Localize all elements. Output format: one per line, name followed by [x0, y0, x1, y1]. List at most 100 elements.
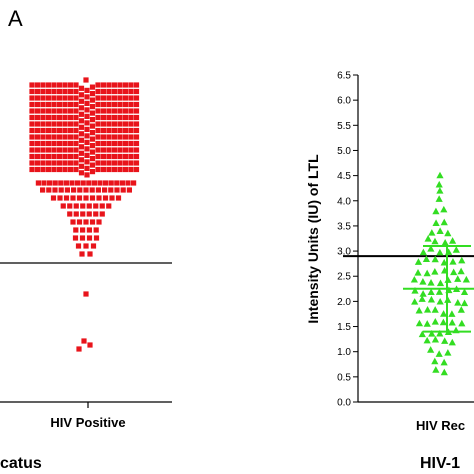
data-point [95, 127, 101, 134]
data-point [125, 180, 131, 186]
data-point [100, 140, 107, 147]
data-point [73, 166, 79, 173]
right-error-bar [403, 245, 474, 333]
data-point [40, 166, 46, 173]
data-point [78, 92, 85, 98]
data-point [117, 166, 123, 173]
data-point [34, 160, 41, 166]
data-point [89, 91, 96, 97]
data-point [67, 153, 74, 160]
data-point [73, 82, 79, 88]
data-point [444, 349, 452, 356]
data-point [69, 180, 75, 186]
data-point [122, 121, 129, 127]
data-point [95, 153, 101, 160]
data-point [62, 166, 68, 173]
data-point [58, 180, 64, 186]
data-point [414, 268, 422, 276]
data-point [67, 114, 74, 121]
data-point [100, 147, 107, 153]
data-point [89, 97, 96, 103]
data-point [95, 187, 101, 193]
data-point [62, 160, 68, 166]
data-point [432, 219, 440, 227]
data-point [76, 195, 83, 201]
data-point [122, 88, 129, 95]
data-point [111, 140, 118, 147]
data-point [106, 134, 112, 140]
footer-left-fragment: catus [0, 455, 42, 472]
data-point [102, 187, 108, 193]
data-point [34, 140, 41, 147]
data-point [89, 156, 96, 162]
data-point [435, 288, 444, 295]
data-point [122, 160, 129, 166]
footer-right-fragment: HIV-1 [420, 455, 460, 472]
data-point [106, 153, 112, 160]
data-point [67, 211, 73, 217]
data-point [89, 136, 96, 142]
data-point [431, 335, 440, 343]
data-point [117, 160, 123, 166]
data-point [431, 255, 439, 263]
data-point [117, 101, 123, 108]
data-point [423, 269, 431, 277]
data-point [96, 195, 102, 201]
data-point [78, 118, 85, 124]
left-category-label: HIV Positive [50, 415, 125, 430]
data-point [106, 121, 112, 127]
data-point [75, 243, 82, 249]
data-point [97, 180, 103, 186]
data-point [40, 82, 46, 88]
data-point [79, 251, 85, 257]
data-point [120, 187, 126, 193]
data-point [62, 140, 68, 147]
data-point [106, 95, 112, 101]
data-point [45, 101, 52, 108]
data-point [411, 287, 419, 294]
data-point [95, 166, 101, 173]
data-point [460, 299, 469, 307]
right-scatter-panel: 0.0 0.5 1.0 1.5 2.0 2.5 3.0 3.5 4.0 4.5 5.0 5.5 6.0 6… [305, 71, 474, 433]
data-point [45, 95, 52, 101]
data-point [431, 237, 439, 245]
data-point [106, 147, 112, 153]
data-point [83, 187, 89, 193]
data-point [41, 180, 47, 186]
data-point [411, 298, 419, 305]
data-point [84, 107, 90, 113]
data-point [440, 368, 448, 376]
data-point [117, 82, 123, 88]
data-point [83, 291, 89, 297]
data-point [84, 100, 90, 106]
data-point [78, 170, 85, 176]
y-tick-label: 5.5 [337, 121, 351, 132]
data-point [75, 180, 81, 186]
data-point [45, 121, 52, 127]
data-point [51, 108, 57, 114]
data-point [106, 101, 112, 108]
data-point [76, 346, 82, 352]
data-point [62, 121, 68, 127]
data-point [133, 147, 140, 153]
data-point [440, 358, 448, 366]
data-point [122, 101, 129, 108]
data-point [86, 180, 92, 186]
data-point [45, 127, 52, 134]
data-point [29, 147, 35, 153]
data-point [423, 305, 432, 313]
data-point [40, 108, 46, 114]
data-point [133, 160, 140, 166]
data-point [51, 153, 57, 160]
data-point [34, 114, 41, 121]
data-point [80, 227, 86, 233]
data-point [89, 162, 96, 168]
data-point [89, 149, 96, 155]
data-point [133, 82, 140, 88]
data-point [427, 295, 436, 303]
data-point [84, 87, 90, 93]
data-point [87, 251, 93, 257]
data-point [419, 248, 427, 256]
data-point [83, 219, 89, 225]
data-point [128, 108, 134, 114]
